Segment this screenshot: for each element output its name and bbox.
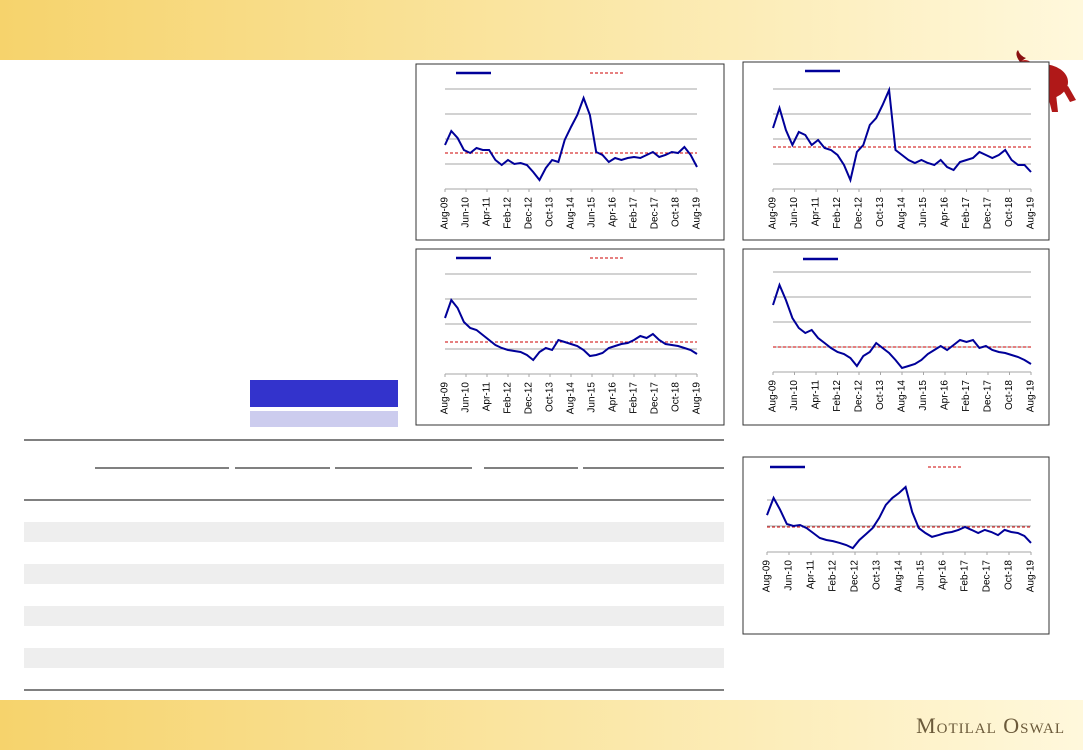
x-tick-label: Oct-13: [875, 197, 886, 227]
data-line: [772, 282, 1032, 370]
x-tick-label: Aug-19: [1026, 380, 1037, 413]
header-band: [0, 0, 1083, 60]
x-tick-label: Aug-14: [566, 382, 577, 415]
x-tick-label: Apr-16: [940, 197, 951, 227]
x-tick-label: Apr-11: [482, 382, 493, 412]
x-tick-label: Feb-12: [832, 380, 843, 412]
x-tick-label: Aug-09: [768, 197, 779, 230]
x-tick-label: Apr-11: [811, 197, 822, 227]
x-tick-label: Feb-17: [629, 382, 640, 414]
x-tick-label: Aug-09: [440, 382, 451, 415]
x-tick-label: Apr-11: [482, 197, 493, 227]
x-tick-label: Aug-19: [1026, 560, 1037, 593]
chart: Aug-09 Jun-10 Apr-11 Feb-12 Dec-12 Oct-13 Aug-…: [742, 61, 1050, 241]
x-tick-label: Jun-10: [784, 560, 795, 591]
x-tick-label: Apr-16: [938, 560, 949, 590]
chart: Aug-09 Jun-10 Apr-11 Feb-12 Dec-12 Oct-13 Aug-…: [415, 63, 725, 241]
x-tick-label: Oct-18: [1004, 560, 1015, 590]
x-tick-label: Oct-13: [545, 382, 556, 412]
x-tick-label: Dec-17: [650, 382, 661, 415]
x-tick-label: Dec-12: [854, 197, 865, 230]
data-line: [772, 86, 1032, 184]
x-tick-label: Jun-15: [918, 380, 929, 411]
x-tick-label: Aug-19: [692, 197, 703, 230]
chart-frame: [742, 61, 1050, 241]
legend-block-dark: [250, 380, 398, 407]
x-tick-label: Dec-12: [854, 380, 865, 413]
x-tick-label: Dec-17: [650, 197, 661, 230]
x-tick-label: Jun-10: [789, 197, 800, 228]
x-tick-label: Jun-10: [461, 382, 472, 413]
x-tick-label: Feb-17: [961, 197, 972, 229]
x-tick-label: Apr-16: [940, 380, 951, 410]
x-tick-label: Apr-11: [811, 380, 822, 410]
x-tick-label: Aug-19: [692, 382, 703, 415]
x-tick-label: Feb-12: [832, 197, 843, 229]
x-tick-label: Jun-15: [587, 197, 598, 228]
legend-block-light: [250, 411, 398, 427]
chart-frame: [742, 248, 1050, 426]
x-tick-label: Apr-16: [608, 382, 619, 412]
x-tick-label: Oct-18: [671, 382, 682, 412]
x-tick-label: Aug-14: [897, 380, 908, 413]
x-tick-label: Feb-12: [828, 560, 839, 592]
x-tick-label: Aug-14: [897, 197, 908, 230]
data-line: [766, 485, 1032, 550]
x-tick-label: Feb-17: [960, 560, 971, 592]
x-tick-label: Apr-16: [608, 197, 619, 227]
x-tick-label: Oct-13: [872, 560, 883, 590]
x-tick-label: Oct-18: [671, 197, 682, 227]
footer-band: [0, 700, 1083, 750]
chart: Aug-09 Jun-10 Apr-11 Feb-12 Dec-12 Oct-13 Aug-…: [415, 248, 725, 426]
x-tick-label: Jun-15: [918, 197, 929, 228]
x-tick-label: Dec-12: [850, 560, 861, 593]
x-tick-label: Oct-18: [1004, 380, 1015, 410]
x-tick-label: Oct-13: [545, 197, 556, 227]
data-line: [444, 95, 698, 182]
table: [24, 439, 724, 691]
footer-brand: Motilal Oswal: [916, 713, 1065, 738]
x-tick-label: Oct-18: [1004, 197, 1015, 227]
x-tick-label: Feb-12: [503, 382, 514, 414]
x-tick-label: Jun-15: [587, 382, 598, 413]
data-line: [444, 297, 698, 362]
x-tick-label: Jun-10: [789, 380, 800, 411]
x-tick-label: Jun-15: [916, 560, 927, 591]
x-tick-label: Dec-17: [983, 380, 994, 413]
chart: Aug-09 Jun-10 Apr-11 Feb-12 Dec-12 Oct-13 Aug-…: [742, 248, 1050, 426]
x-tick-label: Feb-17: [629, 197, 640, 229]
x-tick-label: Dec-12: [524, 382, 535, 415]
x-tick-label: Dec-17: [982, 560, 993, 593]
x-tick-label: Aug-09: [440, 197, 451, 230]
x-tick-label: Feb-12: [503, 197, 514, 229]
x-tick-label: Aug-19: [1026, 197, 1037, 230]
x-tick-label: Apr-11: [806, 560, 817, 590]
chart-frame: [415, 248, 725, 426]
x-tick-label: Aug-09: [762, 560, 773, 593]
x-tick-label: Dec-17: [983, 197, 994, 230]
x-tick-label: Oct-13: [875, 380, 886, 410]
x-tick-label: Aug-14: [566, 197, 577, 230]
chart: Aug-09 Jun-10 Apr-11 Feb-12 Dec-12 Oct-13 Aug-…: [742, 456, 1050, 635]
chart-frame: [742, 456, 1050, 635]
x-tick-label: Dec-12: [524, 197, 535, 230]
x-tick-label: Aug-14: [894, 560, 905, 593]
x-tick-label: Feb-17: [961, 380, 972, 412]
x-tick-label: Aug-09: [768, 380, 779, 413]
x-tick-label: Jun-10: [461, 197, 472, 228]
